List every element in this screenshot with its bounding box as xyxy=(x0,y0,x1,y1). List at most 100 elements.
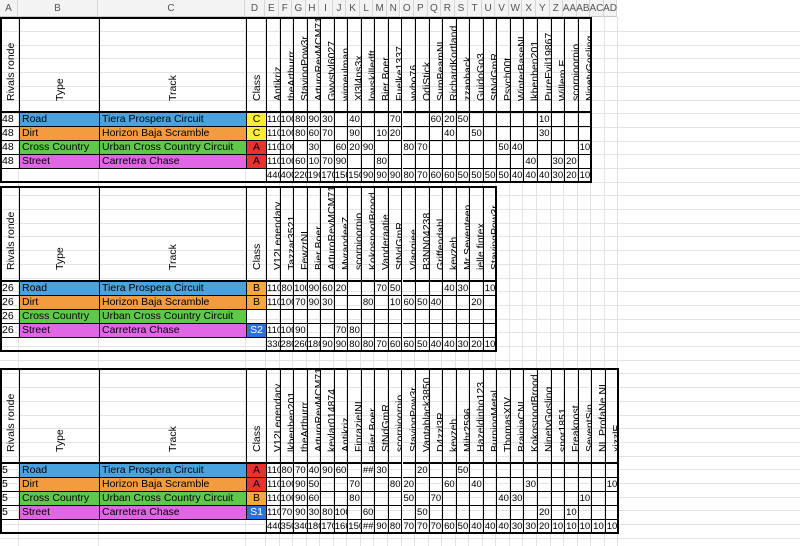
score-cell[interactable] xyxy=(456,506,471,520)
score-cell[interactable] xyxy=(565,478,579,492)
score-cell[interactable]: 90 xyxy=(348,127,362,141)
score-cell[interactable] xyxy=(375,324,389,338)
column-header-m[interactable]: M xyxy=(373,0,387,17)
track-name[interactable]: Urban Cross Country Circuit xyxy=(100,492,247,506)
column-header-d[interactable]: D xyxy=(245,0,265,17)
score-cell[interactable]: 30 xyxy=(538,127,552,141)
total-cell[interactable]: 30 xyxy=(524,520,538,534)
score-cell[interactable]: 30 xyxy=(321,296,335,310)
score-cell[interactable] xyxy=(429,282,444,296)
score-cell[interactable] xyxy=(578,127,593,141)
total-cell[interactable]: 20 xyxy=(470,338,484,352)
score-cell[interactable]: 90 xyxy=(307,296,322,310)
score-cell[interactable] xyxy=(565,464,579,478)
score-cell[interactable]: 70 xyxy=(348,478,362,492)
track-name[interactable]: Tiera Prospera Circuit xyxy=(100,282,247,296)
total-cell[interactable]: 10 xyxy=(551,520,566,534)
score-cell[interactable]: 40 xyxy=(307,464,322,478)
score-cell[interactable] xyxy=(483,324,498,338)
column-header-f[interactable]: F xyxy=(278,0,293,17)
score-cell[interactable]: 10 xyxy=(388,296,403,310)
score-cell[interactable]: 30 xyxy=(510,492,525,506)
score-cell[interactable] xyxy=(388,141,403,155)
score-cell[interactable]: 20 xyxy=(388,127,403,141)
total-cell[interactable]: 20 xyxy=(565,169,579,183)
score-cell[interactable] xyxy=(307,324,322,338)
total-cell[interactable]: 90 xyxy=(321,338,335,352)
column-header-u[interactable]: U xyxy=(481,0,496,17)
score-cell[interactable] xyxy=(538,478,552,492)
total-cell[interactable]: 400 xyxy=(280,169,295,183)
column-header-c[interactable]: C xyxy=(98,0,245,17)
score-cell[interactable] xyxy=(483,127,498,141)
total-cell[interactable]: 40 xyxy=(538,169,552,183)
score-cell[interactable] xyxy=(538,155,552,169)
score-cell[interactable] xyxy=(443,296,457,310)
score-cell[interactable]: 100 xyxy=(280,127,295,141)
score-cell[interactable] xyxy=(429,141,444,155)
total-cell[interactable]: 50 xyxy=(416,338,430,352)
total-cell[interactable]: 10 xyxy=(483,338,498,352)
total-cell[interactable]: 90 xyxy=(361,169,376,183)
track-type[interactable]: Cross Country xyxy=(20,492,100,506)
score-cell[interactable]: 70 xyxy=(375,282,389,296)
track-type[interactable]: Dirt xyxy=(20,478,100,492)
total-cell[interactable]: 160 xyxy=(334,520,349,534)
track-type[interactable]: Street xyxy=(20,506,100,520)
score-cell[interactable] xyxy=(388,492,403,506)
score-cell[interactable] xyxy=(497,127,511,141)
score-cell[interactable] xyxy=(456,296,471,310)
score-cell[interactable] xyxy=(361,127,376,141)
score-cell[interactable]: 110 xyxy=(267,506,281,520)
column-header-z[interactable]: Z xyxy=(549,0,564,17)
total-cell[interactable]: 150 xyxy=(348,520,362,534)
total-cell[interactable]: 440 xyxy=(267,169,281,183)
total-cell[interactable]: 40 xyxy=(524,169,538,183)
car-class[interactable]: B xyxy=(247,282,267,296)
score-cell[interactable]: 30 xyxy=(307,506,322,520)
total-cell[interactable]: 10 xyxy=(565,520,579,534)
score-cell[interactable] xyxy=(483,155,498,169)
total-cell[interactable]: 60 xyxy=(429,169,444,183)
column-header-s[interactable]: S xyxy=(454,0,469,17)
score-cell[interactable]: 50 xyxy=(416,296,430,310)
score-cell[interactable]: 80 xyxy=(402,141,417,155)
score-cell[interactable] xyxy=(361,155,376,169)
score-cell[interactable] xyxy=(483,296,498,310)
score-cell[interactable] xyxy=(429,155,444,169)
score-cell[interactable] xyxy=(361,492,376,506)
score-cell[interactable]: 90 xyxy=(294,324,308,338)
column-header-i[interactable]: I xyxy=(319,0,333,17)
score-cell[interactable] xyxy=(416,478,430,492)
score-cell[interactable]: 100 xyxy=(334,506,349,520)
score-cell[interactable]: 30 xyxy=(307,141,322,155)
score-cell[interactable]: 30 xyxy=(456,282,471,296)
score-cell[interactable] xyxy=(402,282,417,296)
score-cell[interactable] xyxy=(429,506,444,520)
column-header-l[interactable]: L xyxy=(359,0,374,17)
track-name[interactable]: Horizon Baja Scramble xyxy=(100,478,247,492)
score-cell[interactable] xyxy=(334,296,349,310)
score-cell[interactable] xyxy=(348,310,362,324)
total-cell[interactable]: 340 xyxy=(294,520,308,534)
total-cell[interactable]: 50 xyxy=(470,169,484,183)
score-cell[interactable] xyxy=(429,310,444,324)
score-cell[interactable] xyxy=(565,492,579,506)
total-cell[interactable]: 80 xyxy=(402,169,417,183)
score-cell[interactable] xyxy=(578,478,593,492)
score-cell[interactable] xyxy=(497,155,511,169)
score-cell[interactable] xyxy=(402,506,417,520)
score-cell[interactable] xyxy=(388,324,403,338)
score-cell[interactable]: 10 xyxy=(565,506,579,520)
score-cell[interactable]: 60 xyxy=(361,506,376,520)
total-cell[interactable]: 40 xyxy=(497,520,511,534)
score-cell[interactable]: 60 xyxy=(294,155,308,169)
score-cell[interactable] xyxy=(565,113,579,127)
total-cell[interactable]: ## xyxy=(361,520,376,534)
score-cell[interactable] xyxy=(321,478,335,492)
score-cell[interactable]: 110 xyxy=(267,155,281,169)
score-cell[interactable] xyxy=(524,141,538,155)
total-cell[interactable]: 40 xyxy=(483,520,498,534)
score-cell[interactable]: 80 xyxy=(361,296,376,310)
total-cell[interactable]: 80 xyxy=(361,338,376,352)
